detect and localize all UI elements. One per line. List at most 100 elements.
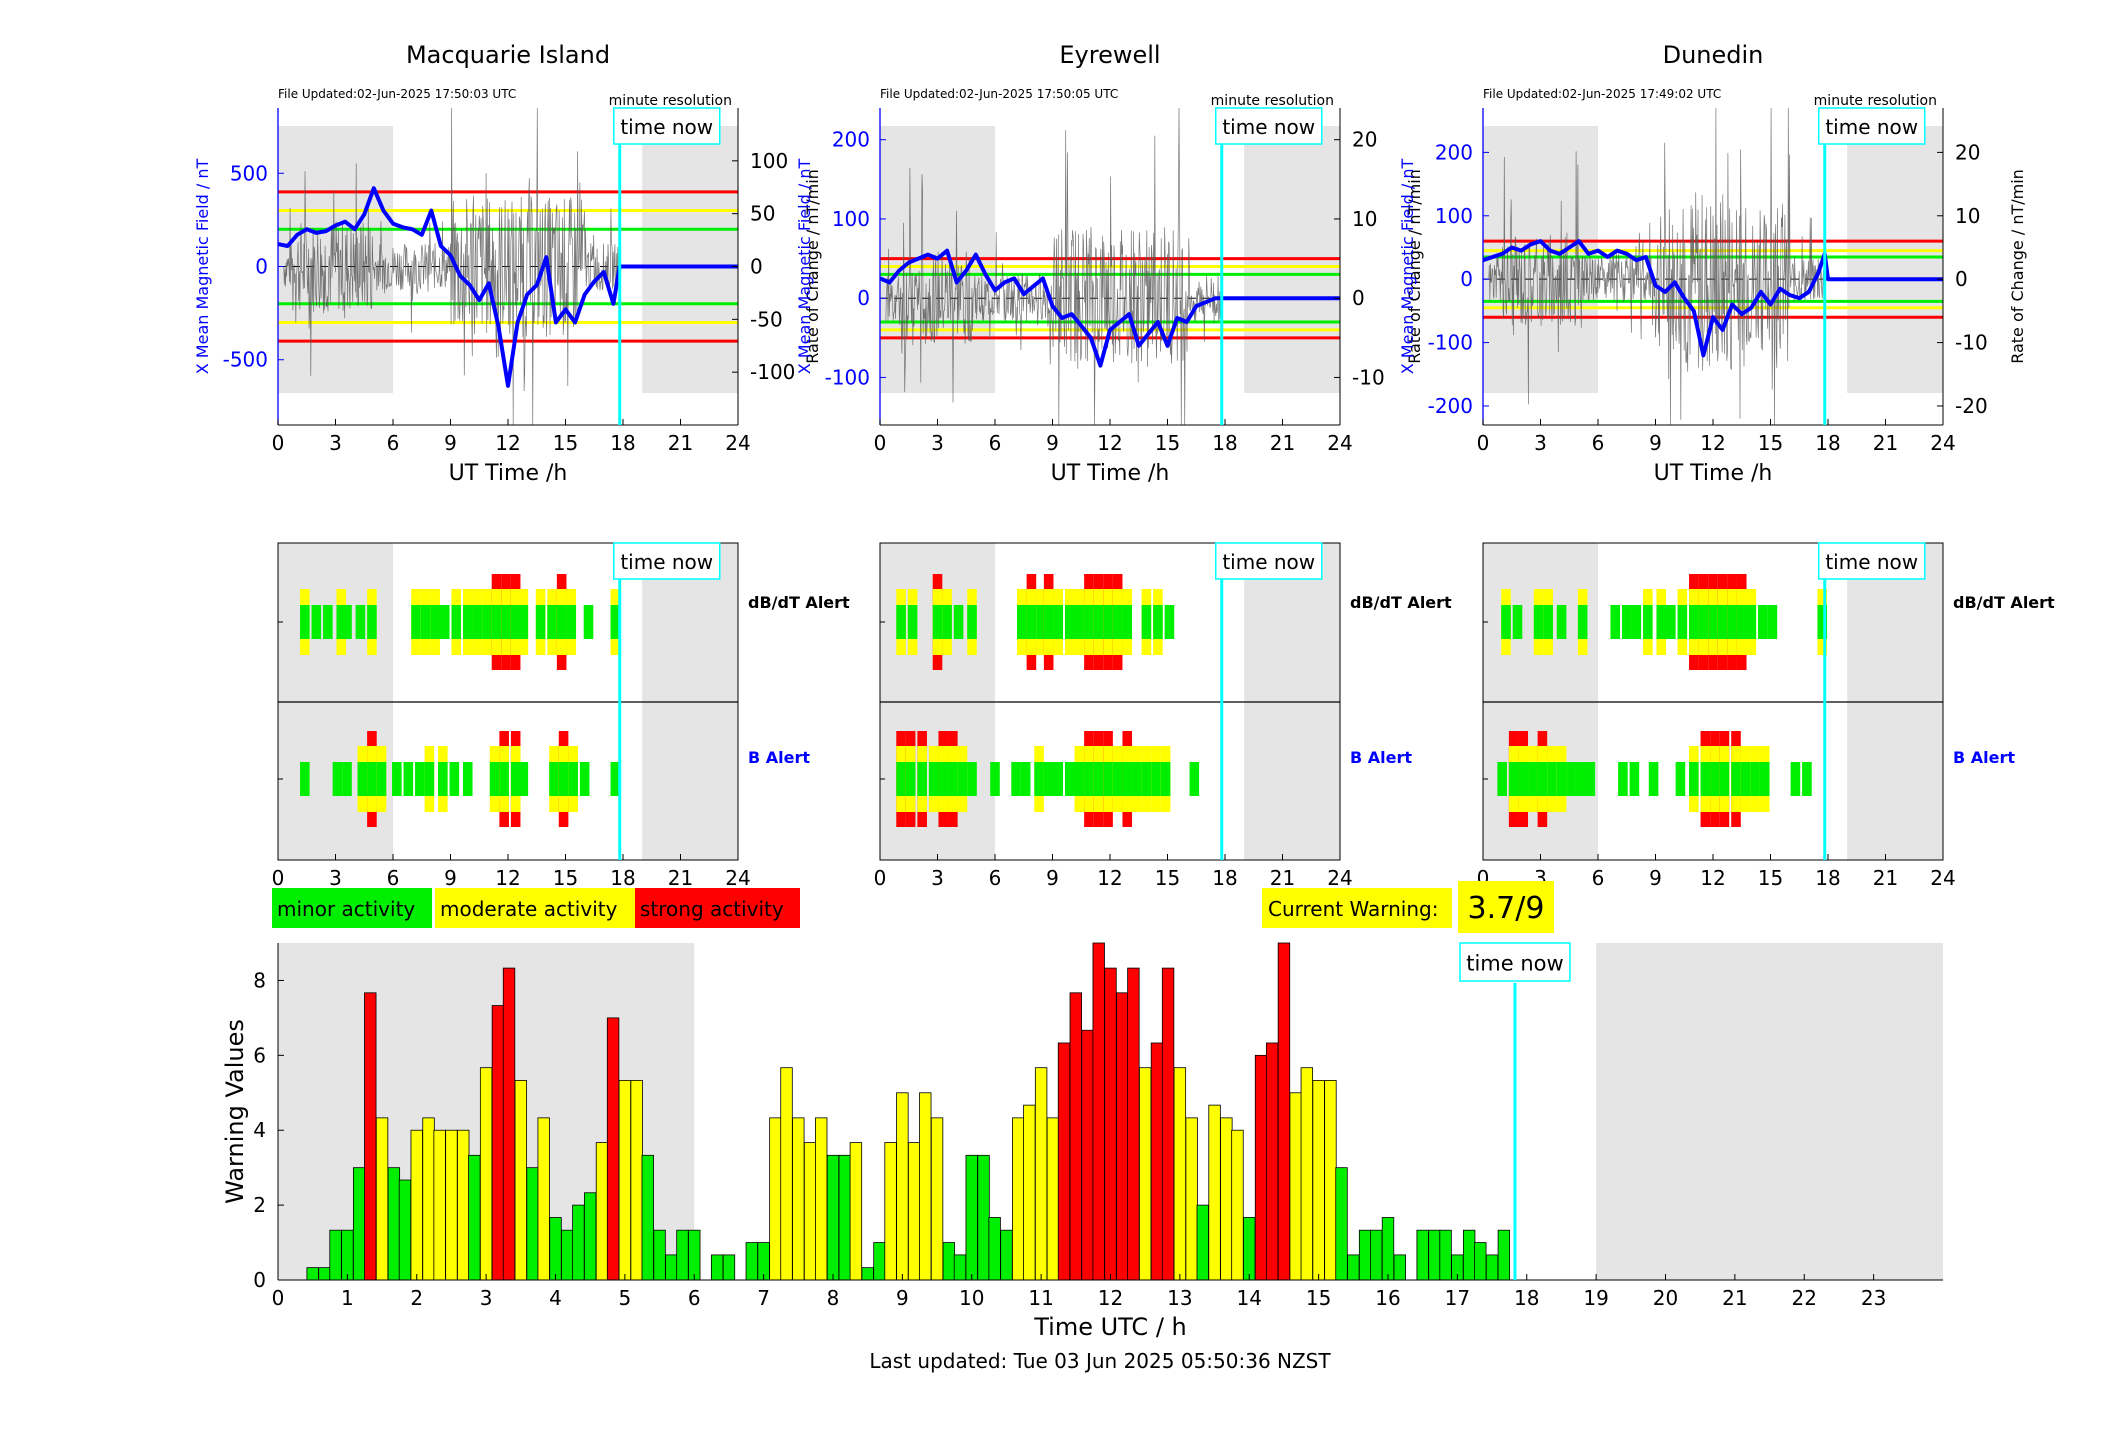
dbdt-alert-minor-band [1017, 605, 1027, 639]
b-alert-minor-band [1508, 762, 1519, 796]
right-tick-label: -10 [1352, 365, 1385, 389]
b-alert-minor-band [1160, 762, 1171, 796]
dbdt-alert-minor-band [462, 605, 473, 639]
b-alert-minor-band [376, 762, 387, 796]
b-alert-minor-band [462, 762, 473, 796]
b-alert-minor-band [938, 762, 949, 796]
x-tick-label: 6 [1592, 866, 1605, 890]
b-alert-minor-band [1093, 762, 1104, 796]
dbdt-alert-minor-band [1036, 605, 1046, 639]
dbdt-alert-minor-band [535, 605, 546, 639]
b-alert-minor-band [1011, 762, 1021, 796]
right-tick-label: 50 [750, 202, 775, 226]
warning-bar-moderate [1220, 1117, 1233, 1281]
warning-bar-minor [398, 1179, 412, 1281]
x-tick-label: 15 [1155, 866, 1180, 890]
left-tick-label: -200 [1428, 394, 1473, 418]
dbdt-alert-minor-band [1717, 605, 1728, 639]
dbdt-alert-minor-band [1556, 605, 1567, 639]
x-tick-label: 9 [896, 1286, 909, 1310]
x-tick-label: 21 [1722, 1286, 1747, 1310]
x-tick-label: 18 [1212, 431, 1237, 455]
x-tick-label: 3 [480, 1286, 493, 1310]
dbdt-alert-minor-band [367, 605, 377, 639]
warning-bar-minor [572, 1204, 585, 1281]
dbdt-alert-minor-band [411, 605, 421, 639]
file-updated: File Updated:02-Jun-2025 17:50:05 UTC [880, 87, 1118, 101]
x-tick-label: 3 [329, 866, 342, 890]
x-tick-label: 9 [1649, 866, 1662, 890]
dbdt-alert-minor-band [1666, 605, 1676, 639]
b-alert-minor-band [510, 762, 521, 796]
dbdt-alert-minor-band [1543, 605, 1553, 639]
warning-bar-strong [502, 967, 516, 1281]
right-tick-label: -20 [1955, 394, 1988, 418]
x-tick-label: 12 [1097, 431, 1122, 455]
x-tick-label: 2 [410, 1286, 423, 1310]
mean-field-trace [277, 186, 738, 388]
dbdt-alert-minor-band [482, 605, 492, 639]
x-tick-label: 18 [1212, 866, 1237, 890]
dbdt-alert-minor-band [1112, 605, 1123, 639]
warning-bar-minor [676, 1229, 689, 1281]
b-alert-minor-band [1731, 762, 1741, 796]
dbdt-alert-minor-band [1767, 605, 1778, 639]
x-tick-label: 24 [725, 866, 750, 890]
warning-bar-moderate [445, 1129, 458, 1281]
warning-bar-strong [1150, 1042, 1164, 1281]
warning-bar-minor [1000, 1229, 1013, 1281]
warning-bar-strong [1069, 992, 1082, 1281]
left-tick-label: -100 [825, 365, 870, 389]
b-alert-minor-band [489, 762, 500, 796]
dbdt-alert-minor-band [1689, 605, 1699, 639]
b-alert-minor-band [1020, 762, 1031, 796]
dbdt-alert-minor-band [1677, 605, 1688, 639]
dbdt-alert-minor-band [1093, 605, 1104, 639]
mean-field-trace [879, 248, 1340, 368]
warning-bar-moderate [375, 1117, 389, 1281]
x-tick-label: 15 [1306, 1286, 1331, 1310]
x-tick-label: 12 [1098, 1286, 1123, 1310]
dbdt-alert-minor-band [1512, 605, 1523, 639]
warning-bar-moderate [1300, 1067, 1314, 1281]
b-alert-minor-band [1710, 762, 1720, 796]
b-alert-minor-band [896, 762, 906, 796]
warning-bar-moderate [930, 1117, 944, 1281]
dbdt-alert-minor-band [547, 605, 557, 639]
right-axis-label: Rate of Change / nT/min [1405, 169, 1424, 364]
dbdt-alert-minor-band [896, 605, 906, 639]
dbdt-alert-minor-band [1708, 605, 1718, 639]
warning-y-axis-label: Warning Values [221, 1019, 249, 1204]
dbdt-alert-minor-band [1758, 605, 1768, 639]
warning-bar-minor [826, 1154, 840, 1281]
x-tick-label: 18 [1815, 866, 1840, 890]
left-tick-label: 200 [1435, 140, 1473, 164]
dbdt-alert-minor-band [311, 605, 322, 639]
left-tick-label: 500 [230, 161, 268, 185]
warning-bar-moderate [919, 1092, 932, 1281]
warning-bar-moderate [618, 1080, 632, 1281]
left-tick-label: -100 [1428, 331, 1473, 355]
dbdt-alert-minor-band [556, 605, 567, 639]
mean-field-trace [1482, 239, 1943, 358]
b-alert-minor-band [1750, 762, 1760, 796]
warning-x-axis-label: Time UTC / h [1033, 1313, 1187, 1341]
dbdt-alert-minor-band [932, 605, 943, 639]
x-tick-label: 15 [553, 431, 578, 455]
warning-bar-moderate [849, 1142, 863, 1281]
warning-bar-moderate [896, 1092, 909, 1281]
b-alert-minor-band [967, 762, 977, 796]
dbdt-alert-minor-band [430, 605, 440, 639]
b-alert-minor-band [1648, 762, 1659, 796]
warning-bar-strong [1104, 967, 1117, 1281]
dbdt-alert-minor-band [1698, 605, 1709, 639]
warning-bar-minor [1370, 1229, 1383, 1281]
warning-bar-minor [1393, 1254, 1406, 1281]
b-alert-minor-band [1585, 762, 1596, 796]
warning-bar-moderate [410, 1129, 423, 1281]
time-now-label: time now [1222, 115, 1315, 139]
warning-bar-minor [977, 1154, 990, 1281]
warning-bar-moderate [1324, 1080, 1337, 1281]
warning-bar-minor [526, 1167, 539, 1281]
x-tick-label: 15 [1155, 431, 1180, 455]
